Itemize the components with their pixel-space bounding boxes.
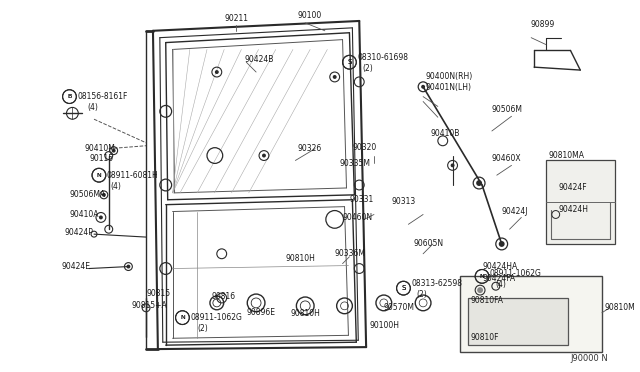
Text: (4): (4) (87, 103, 98, 112)
Text: 90424HA: 90424HA (482, 262, 517, 271)
Text: 90313: 90313 (392, 197, 416, 206)
Text: (2): (2) (197, 324, 208, 333)
Text: 90424E: 90424E (61, 262, 91, 271)
Circle shape (215, 70, 219, 74)
Circle shape (102, 193, 106, 197)
Text: (4): (4) (111, 182, 122, 190)
Text: 90115: 90115 (89, 154, 113, 163)
Text: 90460X: 90460X (492, 154, 522, 163)
Text: N: N (97, 173, 101, 178)
Text: (2): (2) (416, 289, 427, 299)
Text: N: N (479, 274, 484, 279)
Circle shape (477, 287, 483, 293)
Circle shape (421, 85, 425, 89)
Text: 90810F: 90810F (470, 333, 499, 342)
Text: 90810M: 90810M (605, 303, 636, 312)
Text: J90000 N: J90000 N (570, 355, 608, 363)
Circle shape (99, 215, 103, 219)
Text: 90211: 90211 (225, 13, 249, 23)
Text: 90326: 90326 (298, 144, 322, 153)
Circle shape (476, 180, 482, 186)
Text: 90336M: 90336M (335, 249, 365, 258)
Text: N: N (180, 315, 185, 320)
Text: 90816: 90816 (212, 292, 236, 301)
Text: 90331: 90331 (349, 195, 374, 204)
Text: 90810H: 90810H (285, 254, 316, 263)
Text: (4): (4) (496, 280, 507, 289)
Text: 90100H: 90100H (369, 321, 399, 330)
Text: 90100: 90100 (298, 10, 322, 20)
Circle shape (127, 264, 131, 269)
Text: N: N (180, 315, 185, 320)
Text: 90506MA: 90506MA (70, 190, 106, 199)
Text: 90506M: 90506M (492, 105, 523, 114)
Bar (460, 276, 602, 352)
Circle shape (499, 241, 505, 247)
Text: 90335M: 90335M (340, 159, 371, 168)
Text: 90424H: 90424H (559, 205, 589, 214)
Text: 90424J: 90424J (502, 207, 528, 216)
Text: 90810H: 90810H (291, 309, 321, 318)
Text: 90424B: 90424B (244, 55, 274, 64)
Text: 08911-1062G: 08911-1062G (490, 269, 542, 278)
Text: S: S (348, 59, 351, 65)
Text: 08911-1062G: 08911-1062G (190, 313, 242, 322)
Text: 90460N: 90460N (342, 213, 372, 222)
Circle shape (451, 163, 454, 167)
Bar (468, 298, 568, 345)
Text: N: N (479, 274, 484, 279)
Circle shape (262, 154, 266, 157)
Text: S: S (401, 285, 406, 291)
Text: 90424FA: 90424FA (482, 274, 515, 283)
Text: 90410A: 90410A (70, 210, 99, 219)
Text: 90899: 90899 (530, 20, 554, 29)
Text: 90410M: 90410M (84, 144, 115, 153)
Text: 08310-61698: 08310-61698 (357, 53, 408, 62)
Text: 90424F: 90424F (559, 183, 588, 192)
Text: (2): (2) (362, 64, 373, 73)
Text: 08156-8161F: 08156-8161F (77, 92, 128, 101)
Text: 90410B: 90410B (431, 129, 460, 138)
Circle shape (112, 149, 116, 153)
Text: 90570M: 90570M (384, 303, 415, 312)
Text: 90810MA: 90810MA (549, 151, 585, 160)
Text: 90605N: 90605N (413, 240, 444, 248)
Text: 90320: 90320 (353, 143, 376, 152)
Text: 90401N(LH): 90401N(LH) (425, 83, 471, 92)
Text: 90810FA: 90810FA (470, 296, 503, 305)
Text: 90400N(RH): 90400N(RH) (425, 73, 472, 81)
Text: N: N (97, 173, 101, 178)
Bar (546, 160, 614, 244)
Text: 90815+A: 90815+A (131, 301, 167, 310)
Text: S: S (401, 285, 406, 291)
Text: B: B (67, 94, 72, 99)
Text: 90896E: 90896E (246, 308, 275, 317)
Text: S: S (348, 59, 351, 65)
Text: 08313-62598: 08313-62598 (412, 279, 462, 288)
Text: 90424P: 90424P (65, 228, 93, 237)
Circle shape (333, 75, 337, 79)
Text: 90815: 90815 (146, 289, 170, 298)
Text: 08911-6081H: 08911-6081H (107, 171, 159, 180)
Text: B: B (67, 94, 72, 99)
